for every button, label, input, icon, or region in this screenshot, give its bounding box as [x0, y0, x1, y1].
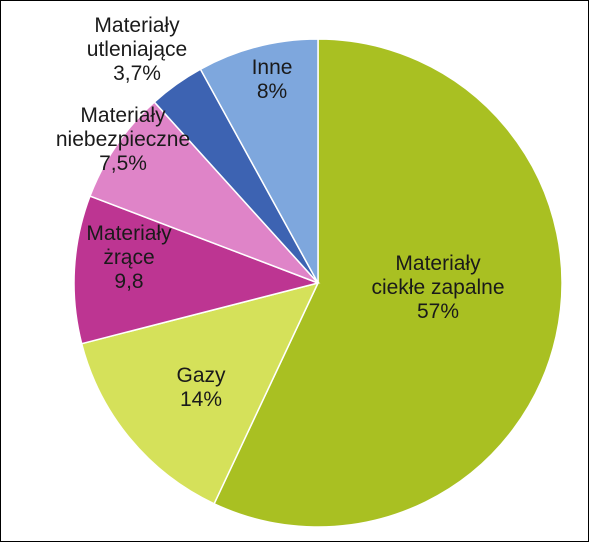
pie-slice-5	[199, 38, 319, 284]
pie-slice-0	[213, 38, 563, 528]
pie-label-1: Gazy 14%	[176, 364, 226, 411]
pie-slice-1	[80, 281, 320, 505]
pie-category-label: Materiały	[94, 14, 180, 37]
pie-value-label: 14%	[180, 388, 222, 411]
pie-slice-3	[89, 100, 319, 284]
pie-label-0: Materiały ciekłe zapalne 57%	[371, 252, 504, 323]
pie-category-label: Gazy	[176, 364, 226, 387]
pie-value-label: 57%	[417, 300, 459, 323]
pie-label-3: Materiały niebezpieczne 7,5%	[56, 104, 190, 175]
pie-category-label: żrące	[103, 246, 154, 269]
pie-category-label: Materiały	[80, 104, 166, 127]
pie-category-label: Materiały	[395, 252, 481, 275]
pie-value-label: 3,7%	[113, 62, 161, 85]
pie-labels: Materiały ciekłe zapalne 57%Gazy 14%Materia…	[56, 14, 505, 411]
pie-label-5: Inne 8%	[252, 56, 293, 103]
pie-category-label: niebezpieczne	[56, 128, 190, 151]
pie-category-label: Inne	[252, 56, 293, 79]
pie-label-4: Materiały utleniające 3,7%	[87, 14, 187, 85]
pie-slices	[73, 38, 563, 528]
pie-label-2: Materiały żrące 9,8	[86, 222, 172, 293]
pie-category-label: ciekłe zapalne	[371, 276, 504, 299]
pie-value-label: 7,5%	[99, 152, 147, 175]
pie-category-label: Materiały	[86, 222, 172, 245]
pie-slice-2	[73, 195, 321, 345]
pie-category-label: utleniające	[87, 38, 187, 61]
pie-value-label: 8%	[257, 80, 287, 103]
pie-value-label: 9,8	[114, 270, 143, 293]
